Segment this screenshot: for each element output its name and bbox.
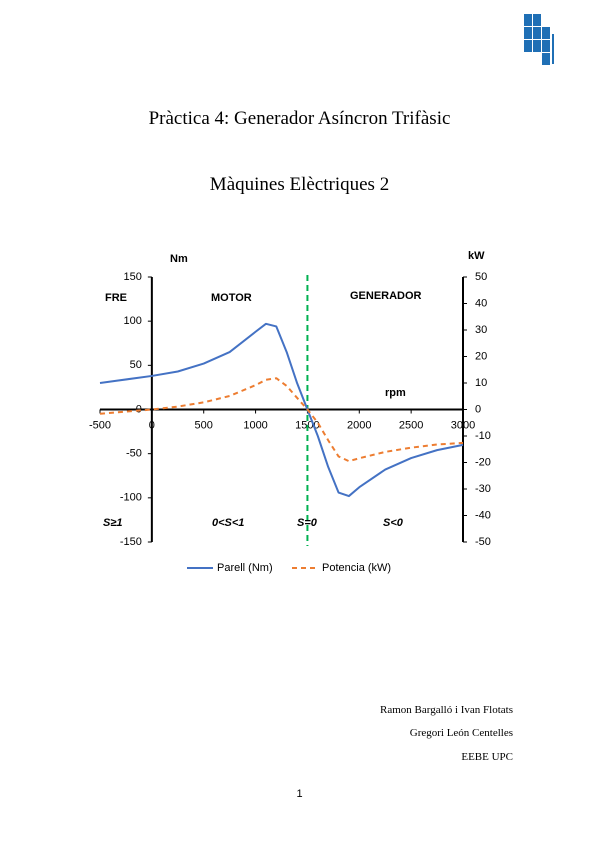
author: Ramon Bargalló i Ivan Flotats <box>379 704 513 716</box>
y-tick-label: 50 <box>130 359 142 371</box>
y2-tick-label: 20 <box>475 350 487 362</box>
y2-tick-label: -10 <box>475 430 491 442</box>
y2-tick-label: 0 <box>475 403 481 415</box>
x-tick-label: 2500 <box>399 419 423 431</box>
annotation: S=0 <box>297 517 318 529</box>
annotation: S<0 <box>383 517 404 529</box>
legend-label: Parell (Nm) <box>217 562 273 574</box>
series-line <box>99 377 464 463</box>
annotation: S≥1 <box>103 517 123 529</box>
series-line <box>99 322 464 498</box>
y2-tick-label: -30 <box>475 483 491 495</box>
y-tick-label: 0 <box>136 403 142 415</box>
chart: -150-100-50050100150-50-40-30-20-1001020… <box>89 250 491 574</box>
y-axis-label: Nm <box>170 253 188 265</box>
title: Pràctica 4: Generador Asíncron Trifàsic <box>148 108 451 129</box>
x-tick-label: 3000 <box>451 419 475 431</box>
annotation: MOTOR <box>211 292 252 304</box>
y2-tick-label: 40 <box>475 297 487 309</box>
subtitle: Màquines Elèctriques 2 <box>209 174 390 195</box>
legend-label: Potencia (kW) <box>322 562 391 574</box>
y2-tick-label: 30 <box>475 324 487 336</box>
y-tick-label: 100 <box>123 315 141 327</box>
y2-tick-label: -20 <box>475 456 491 468</box>
y2-tick-label: -40 <box>475 509 491 521</box>
y2-tick-label: 10 <box>475 377 487 389</box>
x-tick-label: -500 <box>89 419 111 431</box>
x-tick-label: 1000 <box>243 419 267 431</box>
author: Gregori León Centelles <box>409 727 513 739</box>
y2-tick-label: 50 <box>475 271 487 283</box>
author: EEBE UPC <box>461 751 513 763</box>
y2-axis-label: kW <box>468 250 485 262</box>
annotation: FRE <box>105 292 127 304</box>
y-tick-label: -50 <box>126 448 142 460</box>
x-tick-label: 0 <box>149 419 155 431</box>
y2-tick-label: -50 <box>475 536 491 548</box>
y-tick-label: 150 <box>123 271 141 283</box>
x-axis-label: rpm <box>385 387 406 399</box>
y-tick-label: -100 <box>120 492 142 504</box>
annotation: 0<S<1 <box>212 517 244 529</box>
y-tick-label: -150 <box>120 536 142 548</box>
x-tick-label: 2000 <box>347 419 371 431</box>
page-number: 1 <box>296 788 303 800</box>
logo <box>524 14 554 65</box>
annotation: GENERADOR <box>350 290 422 302</box>
x-tick-label: 500 <box>195 419 213 431</box>
